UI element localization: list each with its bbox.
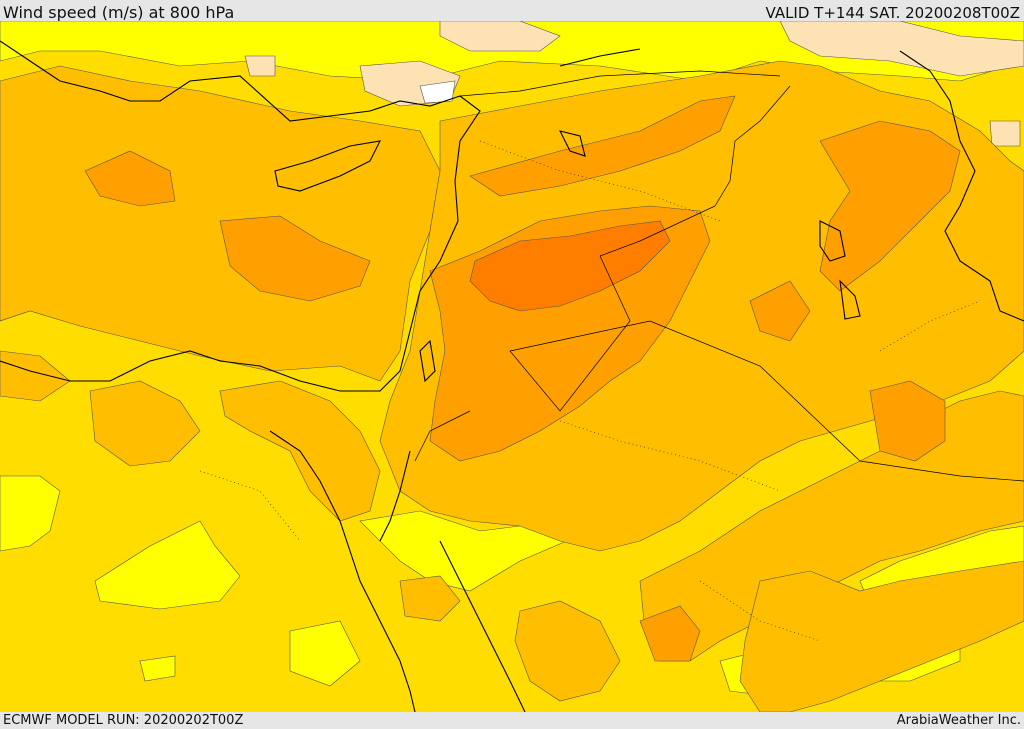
map-title: Wind speed (m/s) at 800 hPa bbox=[3, 3, 235, 22]
borders bbox=[414, 70, 1024, 482]
wind-speed-map bbox=[0, 21, 1024, 712]
credit-label: ArabiaWeather Inc. bbox=[896, 713, 1021, 728]
coastlines bbox=[0, 40, 1024, 712]
model-run-label: ECMWF MODEL RUN: 20200202T00Z bbox=[3, 713, 244, 728]
footer-bar: ECMWF MODEL RUN: 20200202T00Z ArabiaWeat… bbox=[0, 712, 1024, 729]
valid-time: VALID T+144 SAT. 20200208T00Z bbox=[765, 4, 1020, 22]
dark-orange-zones bbox=[469, 220, 671, 312]
header-bar: Wind speed (m/s) at 800 hPa VALID T+144 … bbox=[0, 0, 1024, 22]
admin-lines bbox=[199, 140, 981, 642]
